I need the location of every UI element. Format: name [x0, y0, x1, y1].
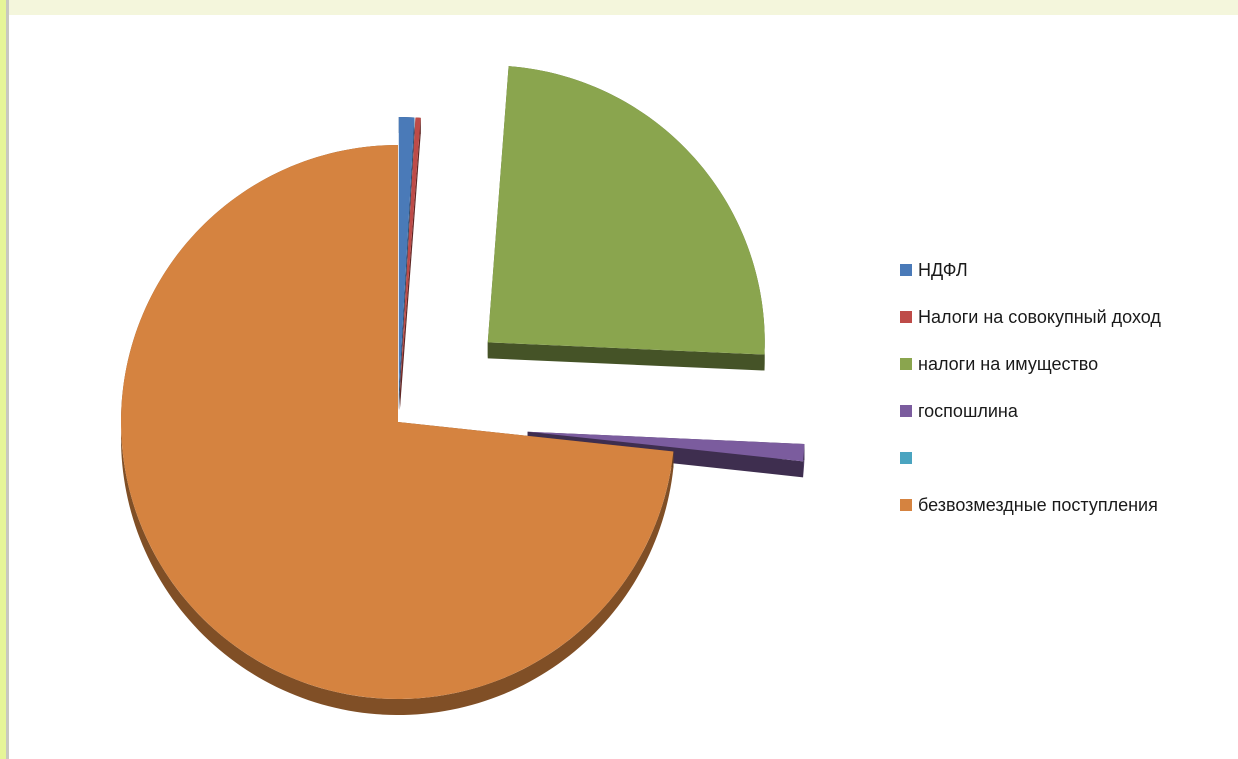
pie-slice-2	[487, 66, 765, 355]
pie-slice-5	[120, 145, 674, 699]
legend-label-grants: безвозмездные поступления	[918, 495, 1158, 515]
legend-item-state-duty: госпошлина	[900, 399, 1238, 423]
legend-label-state-duty: госпошлина	[918, 401, 1018, 421]
legend-label-property-tax: налоги на имущество	[918, 354, 1099, 374]
pie-slice-3	[527, 431, 805, 462]
pie-slice-face-1-1	[399, 117, 421, 411]
legend-label-income-tax: Налоги на совокупный доход	[918, 307, 1161, 327]
legend-item-income-tax: Налоги на совокупный доход	[900, 305, 1238, 329]
legend-swatch-empty	[900, 452, 912, 464]
legend-swatch-grants	[900, 499, 912, 511]
legend-item-property-tax: налоги на имущество	[900, 352, 1238, 376]
left-accent-bar	[0, 0, 6, 759]
pie-slice-0	[398, 117, 415, 395]
legend-item-empty	[900, 446, 1238, 470]
pie-slice-1	[399, 117, 421, 395]
legend-swatch-property-tax	[900, 358, 912, 370]
pie-slice-face-2-1	[487, 342, 765, 371]
pie-slice-face-0-1	[398, 117, 415, 411]
legend: НДФЛ Налоги на совокупный доход налоги н…	[900, 258, 1238, 540]
frame-border	[6, 0, 9, 759]
legend-label-ndfl: НДФЛ	[918, 260, 968, 280]
legend-swatch-state-duty	[900, 405, 912, 417]
legend-item-ndfl: НДФЛ	[900, 258, 1238, 282]
legend-item-grants: безвозмездные поступления	[900, 493, 1238, 517]
legend-swatch-income-tax	[900, 311, 912, 323]
legend-swatch-ndfl	[900, 264, 912, 276]
